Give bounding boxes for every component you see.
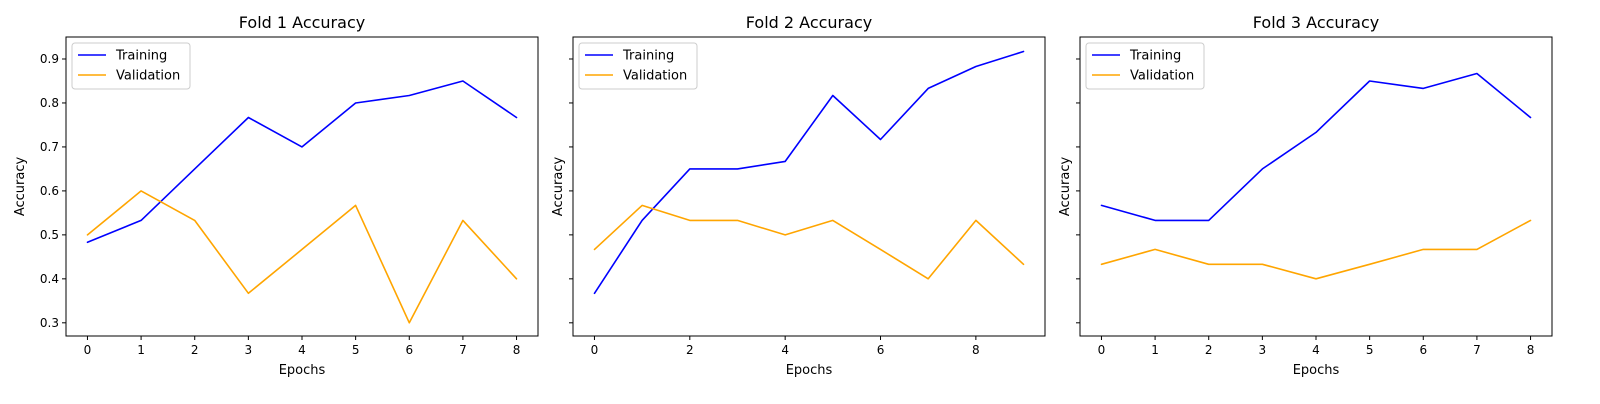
x-tick-label: 8	[972, 343, 980, 357]
x-tick-label: 3	[245, 343, 253, 357]
legend-label: Training	[1129, 49, 1181, 64]
x-tick-label: 8	[1527, 343, 1535, 357]
x-tick-label: 2	[191, 343, 199, 357]
series-line-validation	[1100, 219, 1532, 280]
legend-label: Training	[115, 49, 167, 64]
y-tick-label: 0.6	[40, 184, 59, 198]
series-line-validation	[86, 190, 518, 324]
legend-label: Validation	[116, 69, 180, 84]
legend: Training Validation	[578, 42, 698, 90]
series-line-training	[593, 50, 1025, 295]
y-tick-label: 0.3	[40, 316, 59, 330]
plot-frame	[572, 36, 1046, 337]
x-tick-label: 0	[591, 343, 599, 357]
x-tick-label: 0	[84, 343, 92, 357]
y-tick-label: 0.9	[40, 52, 59, 66]
plot-frame	[1079, 36, 1553, 337]
x-axis-label: Epochs	[1293, 363, 1340, 378]
x-tick-label: 6	[405, 343, 413, 357]
x-tick-label: 2	[1205, 343, 1213, 357]
x-tick-label: 5	[352, 343, 360, 357]
x-axis-label: Epochs	[279, 363, 326, 378]
y-axis-label: Accuracy	[13, 157, 28, 217]
y-tick-label: 0.5	[40, 228, 59, 242]
chart-title: Fold 1 Accuracy	[239, 13, 365, 32]
y-tick-label: 0.4	[40, 272, 59, 286]
x-tick-label: 1	[1151, 343, 1159, 357]
series-line-training	[86, 80, 518, 244]
series-line-training	[1100, 72, 1532, 222]
x-tick-label: 4	[781, 343, 789, 357]
x-tick-label: 4	[1312, 343, 1320, 357]
x-tick-label: 0	[1098, 343, 1106, 357]
y-axis-label: Accuracy	[1058, 157, 1073, 217]
legend: Training Validation	[71, 42, 191, 90]
chart-panel-2: Fold 2 Accuracy 0 2 4 6 8 Epochs Accuracy Traini…	[551, 13, 1046, 378]
x-tick-label: 5	[1366, 343, 1374, 357]
x-tick-label: 7	[1473, 343, 1481, 357]
chart-title: Fold 2 Accuracy	[746, 13, 872, 32]
x-tick-label: 2	[686, 343, 694, 357]
x-tick-label: 1	[137, 343, 145, 357]
chart-panel-3: Fold 3 Accuracy 0 1 2 3 4 5 6 7 8 Epochs Accuracy Tr…	[1058, 13, 1553, 378]
x-axis-label: Epochs	[786, 363, 833, 378]
x-tick-label: 3	[1259, 343, 1267, 357]
x-tick-label: 6	[1419, 343, 1427, 357]
legend-label: Validation	[1130, 69, 1194, 84]
x-tick-label: 6	[877, 343, 885, 357]
legend-label: Training	[622, 49, 674, 64]
x-tick-label: 8	[513, 343, 521, 357]
y-axis-label: Accuracy	[551, 157, 566, 217]
legend-label: Validation	[623, 69, 687, 84]
x-tick-label: 7	[459, 343, 467, 357]
chart-panel-1: Fold 1 Accuracy 0 1 2 3 4 5 6 7 8 0.3 0.4 0.5 0.6 0.7 0…	[13, 13, 539, 378]
legend: Training Validation	[1085, 42, 1205, 90]
y-tick-label: 0.8	[40, 96, 59, 110]
series-line-validation	[593, 204, 1025, 280]
chart-title: Fold 3 Accuracy	[1253, 13, 1379, 32]
y-tick-label: 0.7	[40, 140, 59, 154]
x-tick-label: 4	[298, 343, 306, 357]
plot-frame	[65, 36, 539, 337]
